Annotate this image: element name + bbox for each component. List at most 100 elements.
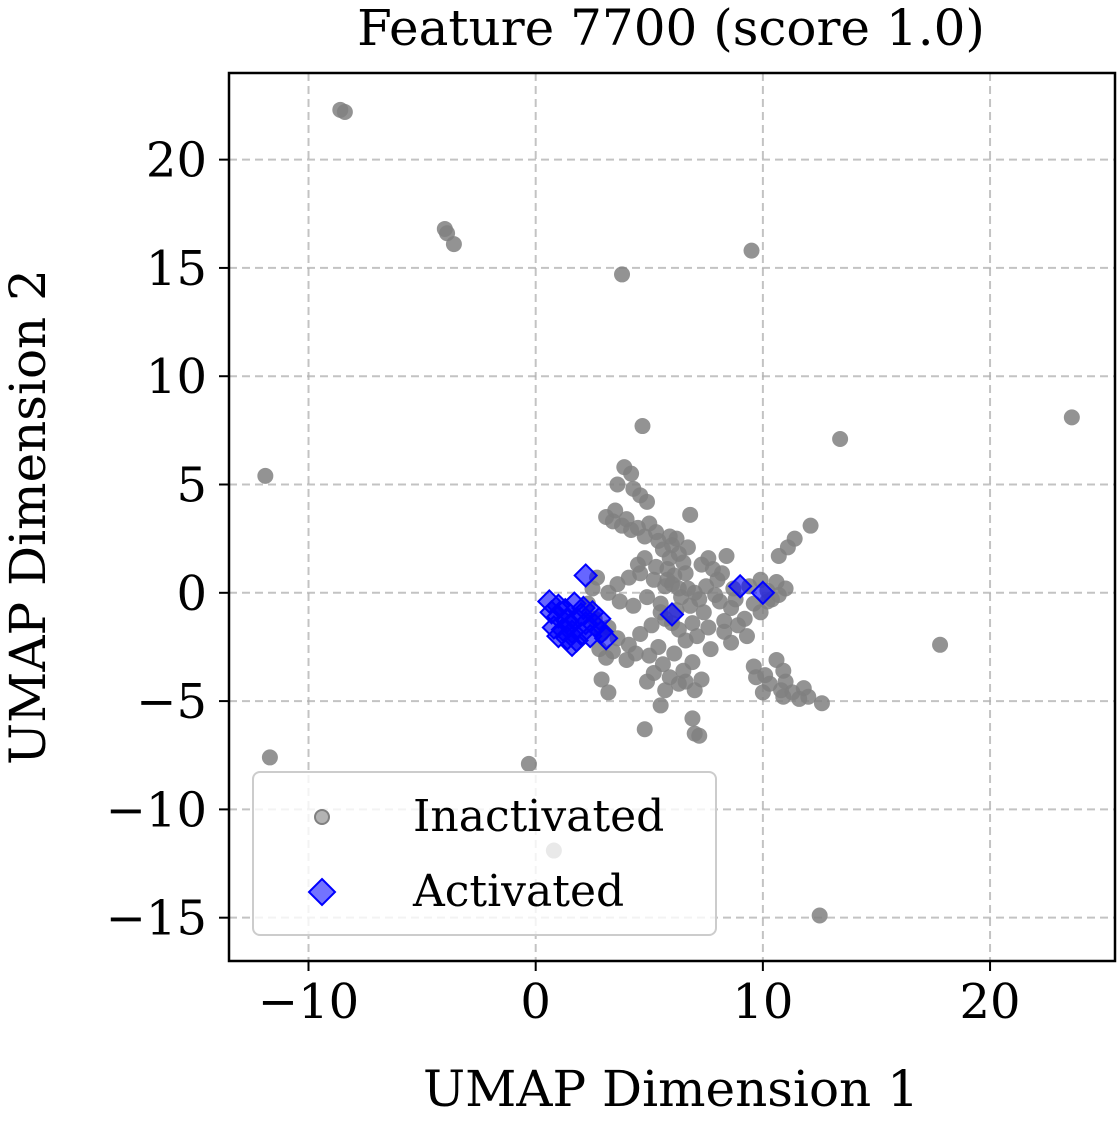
inactivated-point [1063,409,1080,426]
inactivated-point [611,593,628,610]
inactivated-point [636,550,653,567]
inactivated-point [811,907,828,924]
inactivated-point [593,671,610,688]
inactivated-point [659,571,676,588]
activated-point [559,632,585,658]
activated-point [750,580,776,606]
inactivated-point [643,617,660,634]
inactivated-point [832,431,849,448]
inactivated-point [634,418,651,435]
inactivated-point [636,721,653,738]
x-tick-label: −10 [258,974,359,1030]
inactivated-point [702,641,719,658]
inactivated-point [795,680,812,697]
inactivated-point [777,580,794,597]
inactivated-point [641,647,658,664]
inactivated-point [668,530,685,547]
inactivated-point [609,476,626,493]
inactivated-point [257,467,274,484]
inactivated-point [639,673,656,690]
inactivated-point [743,242,760,259]
inactivated-point [639,589,656,606]
y-tick-label: −5 [136,674,207,730]
inactivated-point [777,673,794,690]
inactivated-point [336,103,353,120]
inactivated-point [261,749,278,766]
legend-box [252,771,717,936]
inactivated-point [770,547,787,564]
legend-inactivated-marker [314,809,330,825]
inactivated-point [445,236,462,253]
inactivated-point [682,506,699,523]
inactivated-point [657,682,674,699]
inactivated-point [639,493,656,510]
legend-activated-label: Activated [412,866,624,917]
x-tick-label: 0 [520,974,551,1030]
inactivated-point [738,628,755,645]
inactivated-point [707,586,724,603]
activated-point [659,602,685,627]
y-tick-label: 10 [146,349,207,405]
inactivated-point [670,580,687,597]
activated-point [727,573,753,599]
inactivated-point [695,604,712,621]
inactivated-point [614,266,631,283]
inactivated-point [700,550,717,567]
inactivated-point [627,645,644,662]
activated-point [589,619,614,645]
inactivated-point [684,654,701,671]
y-axis-label: UMAP Dimension 2 [0,269,57,765]
inactivated-point [623,465,640,482]
inactivated-point [652,697,669,714]
inactivated-point [754,684,771,701]
y-tick-label: 5 [176,458,207,514]
inactivated-point [691,591,708,608]
inactivated-point [688,628,705,645]
inactivated-point [600,584,617,601]
inactivated-point [700,619,717,636]
inactivated-point [614,517,631,534]
plot-frame [227,71,1117,963]
inactivated-point [677,565,694,582]
inactivated-point [813,695,830,712]
inactivated-point [716,623,733,640]
y-tick-label: −15 [106,891,207,947]
points-layer [257,101,1080,924]
inactivated-point [684,710,701,727]
inactivated-point [600,684,617,701]
y-tick-label: 20 [146,133,207,189]
x-axis-label: UMAP Dimension 1 [423,1060,919,1118]
inactivated-point [718,547,735,564]
inactivated-point [645,571,662,588]
x-tick-label: 20 [960,974,1021,1030]
inactivated-point [636,528,653,545]
tick-layer: −10 0 10 20 −15 −10 −5 0 5 10 15 20 [106,133,1021,1030]
inactivated-point [748,669,765,686]
inactivated-point [932,636,949,653]
inactivated-point [666,645,683,662]
legend-activated-marker [307,877,337,907]
legend: Inactivated Activated [252,771,717,936]
activated-point [539,599,565,625]
legend-inactivated-label: Inactivated [413,791,664,842]
inactivated-point [713,565,730,582]
inactivated-point [775,688,792,705]
x-tick-label: 10 [732,974,793,1030]
inactivated-point [677,673,694,690]
inactivated-point [729,617,746,634]
inactivated-point [648,558,665,575]
activated-point [557,612,583,638]
inactivated-point [679,539,696,556]
inactivated-point [625,597,642,614]
inactivated-point [802,517,819,534]
y-tick-label: 0 [176,566,207,622]
y-tick-label: −10 [106,782,207,838]
inactivated-point [650,532,667,549]
inactivated-point [520,755,537,772]
inactivated-point [684,615,701,632]
inactivated-point [691,727,708,744]
y-tick-label: 15 [146,241,207,297]
activated-point [573,563,599,588]
